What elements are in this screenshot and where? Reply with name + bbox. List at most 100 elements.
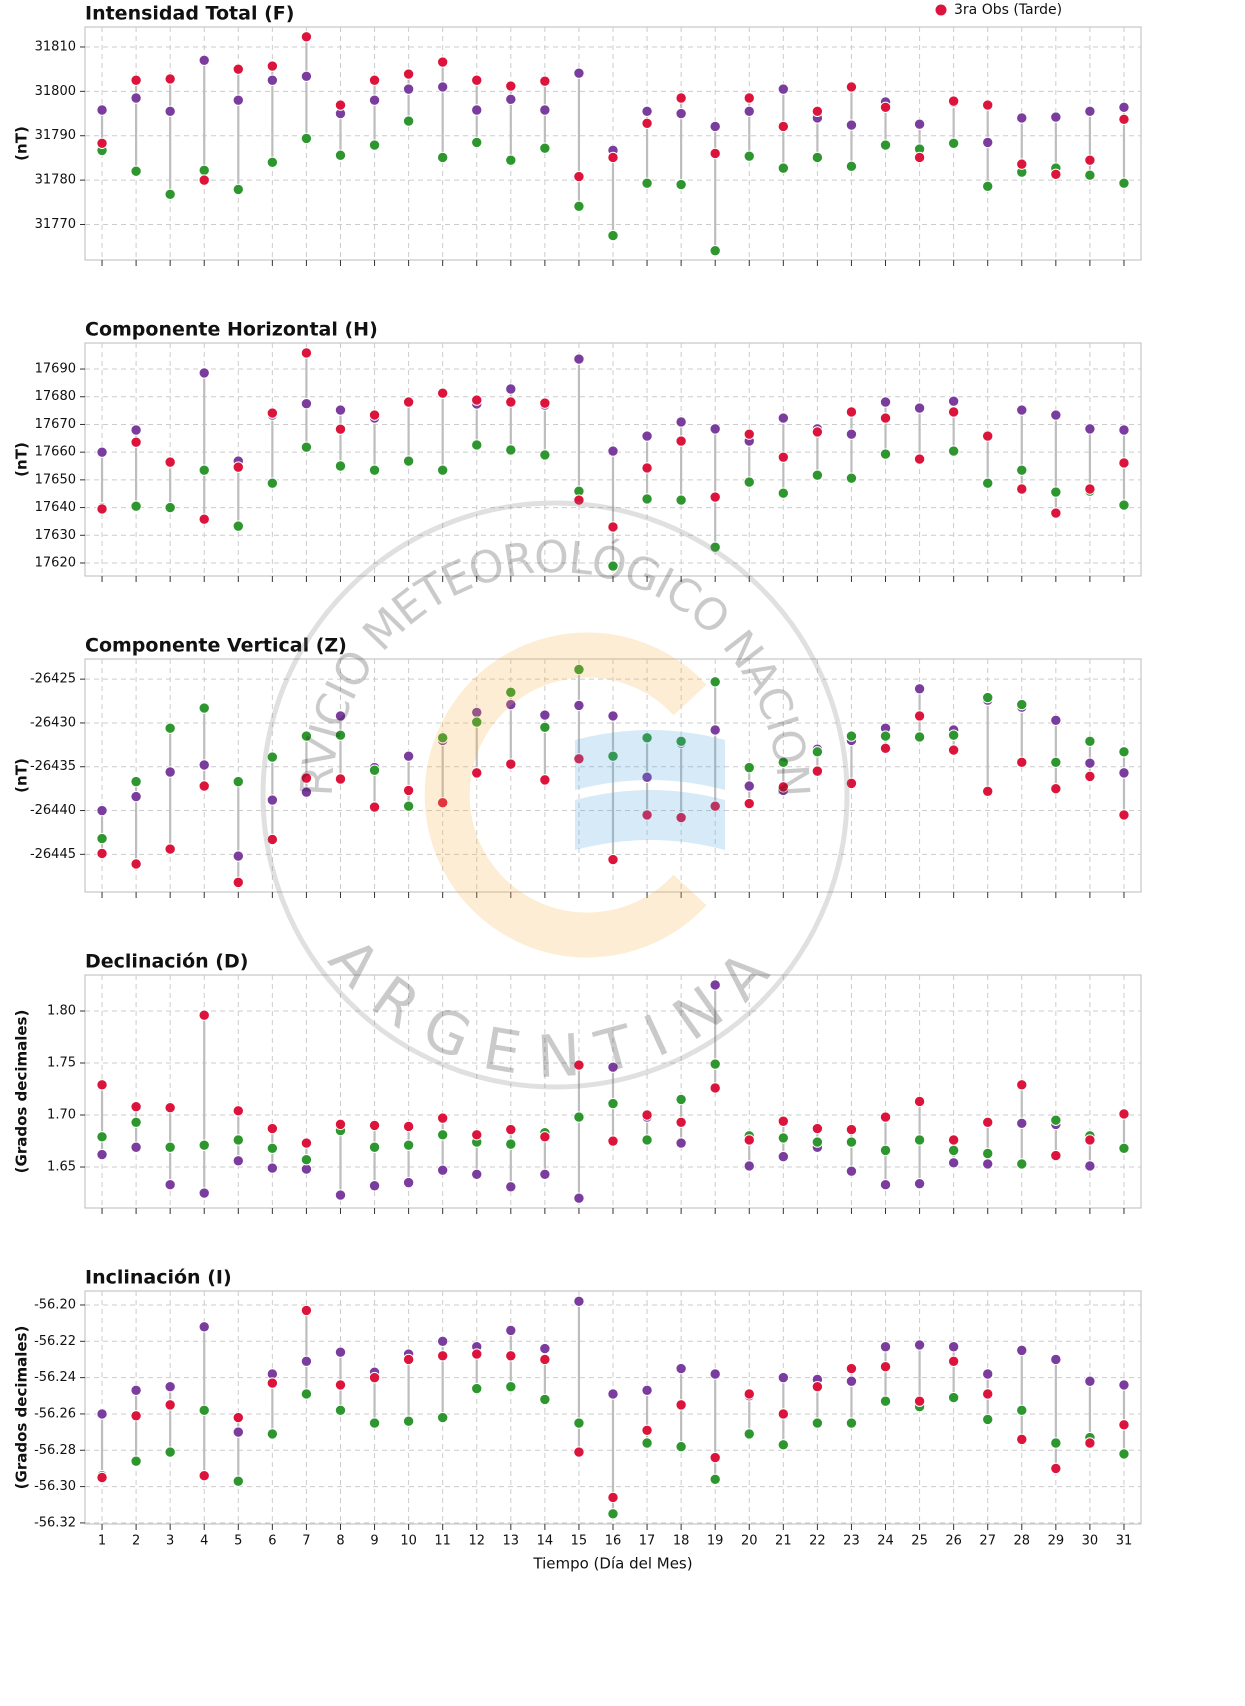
- data-point: [811, 1136, 824, 1148]
- x-tick-label: 30: [1082, 1534, 1099, 1549]
- data-point: [1016, 158, 1028, 170]
- data-point: [471, 394, 483, 406]
- data-point: [164, 456, 176, 468]
- data-point: [300, 1154, 313, 1166]
- data-point: [232, 183, 244, 196]
- data-point: [266, 156, 279, 169]
- x-tick-label: 26: [945, 1534, 962, 1549]
- data-point: [334, 460, 347, 472]
- x-tick-label: 19: [707, 1534, 724, 1549]
- x-tick-label: 11: [434, 1534, 451, 1549]
- x-axis-label: Tiempo (Día del Mes): [532, 1555, 692, 1573]
- data-point: [1050, 486, 1062, 498]
- data-point: [777, 1439, 790, 1451]
- data-point: [1050, 782, 1062, 795]
- data-point: [130, 500, 142, 512]
- data-point: [811, 151, 824, 164]
- panel-title: Componente Vertical (Z): [85, 635, 347, 657]
- data-point: [402, 115, 415, 127]
- data-point: [300, 1137, 313, 1149]
- data-point: [641, 493, 653, 505]
- data-point: [811, 765, 824, 777]
- data-point: [96, 832, 108, 845]
- data-point: [164, 1141, 176, 1153]
- data-point: [1118, 809, 1130, 821]
- data-point: [96, 137, 108, 149]
- data-point: [164, 843, 176, 855]
- data-point: [947, 1157, 960, 1169]
- data-point: [607, 1491, 619, 1504]
- x-tick-label: 8: [336, 1534, 344, 1549]
- data-point: [1084, 1134, 1096, 1146]
- data-point: [777, 781, 790, 793]
- data-point: [300, 730, 313, 742]
- data-point: [164, 105, 176, 118]
- data-point: [130, 424, 142, 436]
- data-point: [1118, 1108, 1130, 1120]
- y-tick-label: 1.70: [47, 1108, 76, 1123]
- x-tick-label: 6: [268, 1534, 276, 1549]
- data-point: [845, 1123, 858, 1136]
- data-point: [232, 1411, 244, 1424]
- y-tick-label: 17680: [35, 389, 76, 404]
- data-point: [743, 428, 755, 440]
- data-point: [539, 709, 551, 721]
- data-point: [709, 800, 721, 812]
- data-point: [913, 402, 926, 414]
- y-tick-label: -56.28: [34, 1443, 76, 1458]
- data-point: [539, 1342, 551, 1355]
- data-point: [539, 397, 551, 409]
- data-point: [573, 67, 585, 79]
- data-point: [845, 81, 858, 93]
- data-point: [777, 1408, 790, 1420]
- data-point: [505, 396, 517, 408]
- data-point: [1118, 767, 1130, 779]
- data-point: [471, 104, 483, 116]
- data-point: [777, 1115, 790, 1127]
- data-point: [96, 446, 108, 458]
- data-point: [505, 93, 517, 106]
- data-point: [709, 541, 721, 553]
- data-point: [402, 750, 415, 762]
- data-point: [947, 744, 960, 756]
- data-point: [505, 1324, 517, 1337]
- data-point: [811, 469, 824, 481]
- data-point: [368, 94, 381, 106]
- data-point: [879, 101, 892, 114]
- data-point: [777, 120, 790, 133]
- data-point: [505, 686, 517, 698]
- data-point: [675, 178, 687, 191]
- data-point: [845, 1375, 858, 1387]
- data-point: [505, 154, 517, 166]
- x-tick-label: 22: [809, 1534, 826, 1549]
- data-point: [947, 395, 960, 407]
- data-point: [709, 676, 721, 688]
- data-point: [232, 1426, 244, 1438]
- x-tick-label: 28: [1014, 1534, 1031, 1549]
- data-point: [198, 54, 210, 66]
- data-point: [1084, 105, 1096, 118]
- data-point: [743, 1388, 755, 1400]
- data-point: [505, 80, 517, 92]
- data-point: [539, 1393, 551, 1406]
- data-point: [436, 1335, 449, 1348]
- data-point: [982, 1158, 994, 1170]
- data-point: [777, 451, 790, 463]
- data-point: [539, 721, 551, 734]
- data-point: [607, 853, 619, 866]
- data-point: [607, 1135, 619, 1147]
- watermark-logo: [424, 632, 707, 958]
- data-point: [641, 1109, 653, 1121]
- data-point: [130, 74, 142, 86]
- data-point: [879, 396, 892, 408]
- data-point: [573, 753, 585, 765]
- x-tick-label: 3: [166, 1534, 174, 1549]
- data-point: [777, 83, 790, 95]
- data-point: [1050, 1353, 1062, 1366]
- data-point: [709, 724, 721, 736]
- data-point: [232, 876, 244, 889]
- panel: Intensidad Total (F) (nT) 31770 31780 31790 3…: [13, 2, 1142, 266]
- data-point: [368, 1119, 381, 1132]
- panel: Componente Horizontal (H) (nT) 17620 17630 1…: [13, 319, 1142, 582]
